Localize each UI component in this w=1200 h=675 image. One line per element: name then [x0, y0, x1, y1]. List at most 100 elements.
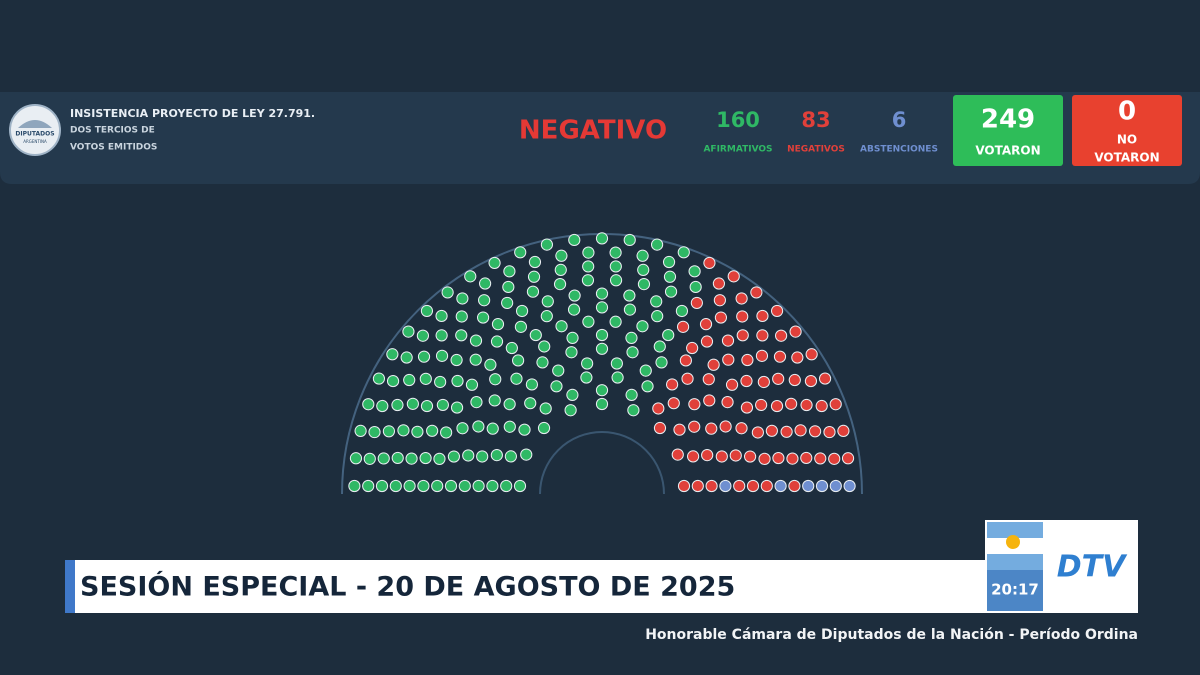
seat [550, 380, 563, 393]
logo-text: DIPUTADOS [15, 131, 54, 138]
seat [636, 320, 649, 333]
vote-title: INSISTENCIA PROYECTO DE LEY 27.791. [70, 107, 315, 120]
seat [595, 232, 609, 245]
seat [444, 479, 458, 493]
tally: 160 AFIRMATIVOS 83 NEGATIVOS 6 ABSTENCIONES [703, 108, 937, 155]
seat [804, 374, 818, 388]
seat [553, 278, 567, 291]
seat [526, 285, 540, 298]
seat [751, 426, 764, 439]
seat [829, 398, 842, 411]
seat [433, 452, 446, 465]
seat [735, 292, 748, 305]
seat [828, 452, 841, 465]
seat [664, 285, 678, 298]
seat [623, 289, 636, 302]
seat [372, 372, 386, 385]
seat [627, 404, 640, 417]
seat [540, 238, 554, 251]
seat [478, 294, 491, 307]
seat [681, 372, 694, 385]
seat [715, 450, 728, 463]
seat [788, 373, 801, 387]
seat [662, 255, 676, 269]
seat [554, 263, 567, 276]
seat [815, 479, 829, 493]
seat [479, 277, 492, 290]
seat [512, 354, 525, 367]
seat [349, 452, 363, 465]
seat [455, 329, 468, 342]
seat [595, 342, 609, 355]
seat [595, 328, 609, 342]
seat [426, 424, 439, 437]
tally-label: AFIRMATIVOS [703, 145, 772, 155]
seats [348, 232, 856, 493]
seat [662, 328, 675, 342]
seat [566, 388, 579, 401]
seat [721, 334, 735, 347]
seat [417, 350, 431, 363]
seat [676, 320, 690, 333]
logo-dome [18, 120, 52, 128]
seat [386, 374, 400, 388]
seat [729, 449, 742, 462]
seat [610, 357, 623, 370]
seat [582, 260, 595, 273]
seat [651, 310, 664, 323]
seat [486, 479, 499, 493]
seat [469, 353, 482, 366]
seat [389, 479, 402, 493]
seat [514, 246, 527, 259]
seat [699, 318, 713, 331]
seat [490, 449, 503, 462]
logo [9, 104, 61, 156]
seat [655, 356, 668, 369]
seat [818, 372, 832, 385]
seat [502, 280, 515, 294]
seat [707, 358, 720, 371]
seat [476, 450, 489, 463]
seat [609, 315, 622, 328]
seat [488, 256, 501, 270]
seat [505, 341, 518, 355]
seat [435, 309, 448, 323]
seat [689, 280, 702, 294]
clock: 20:17 [991, 581, 1039, 599]
tally-label: NEGATIVOS [787, 145, 845, 155]
seat [436, 398, 449, 412]
seat [650, 238, 664, 251]
seat [673, 423, 686, 436]
tally-count: 83 [801, 108, 830, 132]
seat [637, 263, 650, 276]
channel-logo: DTV [1057, 550, 1128, 585]
seat [555, 249, 568, 262]
seat [687, 450, 700, 463]
seat [419, 372, 432, 385]
seat [788, 479, 801, 493]
seat [450, 353, 463, 367]
seat [515, 304, 529, 318]
seat [722, 353, 735, 366]
seat [609, 274, 623, 287]
seat [568, 233, 581, 247]
seat [581, 357, 594, 370]
seat [823, 425, 836, 439]
seat [609, 246, 622, 259]
seat [582, 246, 595, 259]
seat [431, 479, 444, 493]
seat [757, 375, 770, 389]
seat [760, 479, 773, 493]
seat [750, 286, 763, 299]
seat [800, 451, 813, 465]
seat [667, 397, 680, 410]
seat [671, 448, 684, 461]
seat [690, 296, 703, 310]
seat [775, 329, 788, 342]
seat [727, 270, 740, 283]
seat [500, 479, 513, 493]
totals: 249 VOTARON 0 NO VOTARON [953, 95, 1182, 166]
seat [705, 422, 718, 435]
seat [362, 398, 375, 411]
